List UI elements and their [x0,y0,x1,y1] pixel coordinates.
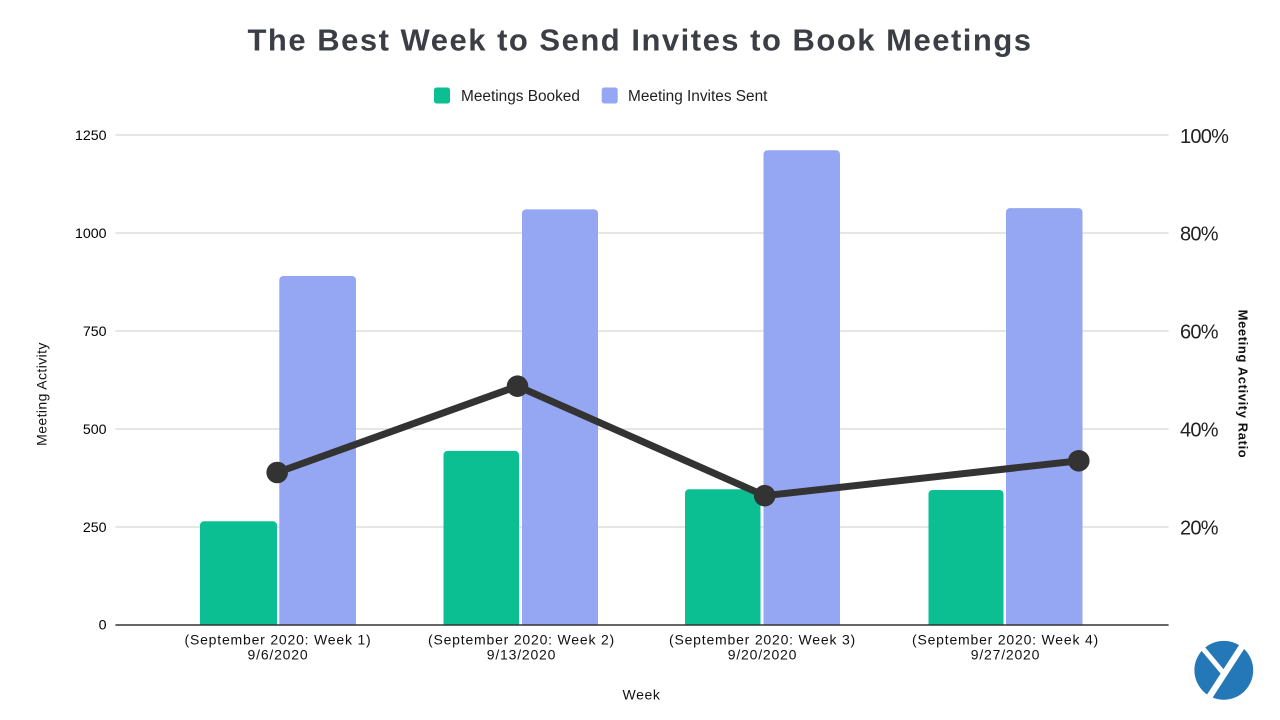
svg-text:9/20/2020: 9/20/2020 [728,646,797,662]
svg-text:Meeting Activity Ratio: Meeting Activity Ratio [1236,310,1251,459]
svg-text:500: 500 [83,422,107,438]
svg-text:40%: 40% [1180,419,1219,441]
svg-text:Meeting Activity: Meeting Activity [34,342,50,446]
svg-text:Week: Week [623,686,661,702]
svg-text:(September 2020: Week 3): (September 2020: Week 3) [669,631,856,647]
svg-text:60%: 60% [1180,321,1219,343]
svg-text:1250: 1250 [75,128,107,144]
svg-text:0: 0 [99,618,107,634]
svg-text:9/13/2020: 9/13/2020 [487,646,556,662]
svg-text:The Best Week to Send Invites: The Best Week to Send Invites to Book Me… [248,23,1033,58]
svg-text:Meetings Booked: Meetings Booked [461,88,580,105]
svg-text:(September 2020: Week 2): (September 2020: Week 2) [428,631,615,647]
svg-text:9/6/2020: 9/6/2020 [248,646,309,662]
svg-text:(September 2020: Week 4): (September 2020: Week 4) [912,631,1099,647]
svg-text:9/27/2020: 9/27/2020 [971,646,1040,662]
svg-text:1000: 1000 [75,226,107,242]
svg-text:Meeting Invites Sent: Meeting Invites Sent [628,88,768,105]
svg-text:80%: 80% [1180,223,1219,245]
svg-text:20%: 20% [1180,517,1219,539]
svg-text:250: 250 [83,520,107,536]
svg-text:750: 750 [83,324,107,340]
svg-text:(September 2020: Week 1): (September 2020: Week 1) [184,631,371,647]
svg-text:100%: 100% [1180,126,1229,148]
